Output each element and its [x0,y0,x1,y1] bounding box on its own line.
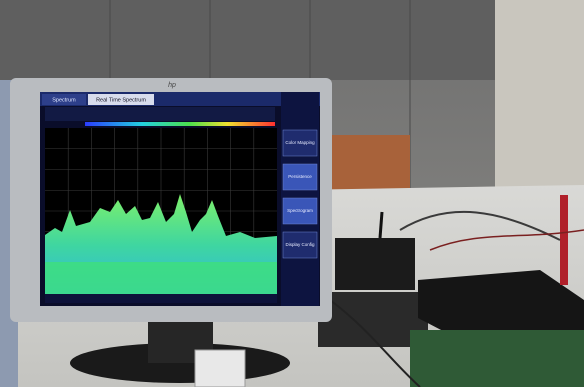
noise-floor [45,262,277,296]
scene: hp Spectrum Real Time Spectrum Color Map… [0,0,584,387]
small-device [195,350,245,387]
menu-label[interactable]: Display Config [285,242,315,247]
chair [330,135,410,190]
menu-label[interactable]: Persistence [288,174,312,179]
door [495,0,584,200]
box-device [335,238,415,290]
info-bar [45,107,275,121]
antenna [380,212,382,238]
status-bar [45,294,277,303]
menu-label[interactable]: Color Mapping [285,140,315,145]
menu-label[interactable]: Spectrogram [287,208,313,213]
probe [560,195,568,285]
circuit-board [410,330,584,387]
color-bar [85,122,275,126]
tab-label[interactable]: Real Time Spectrum [96,97,146,103]
brand-logo: hp [168,82,176,89]
tab-label[interactable]: Spectrum [52,97,76,103]
